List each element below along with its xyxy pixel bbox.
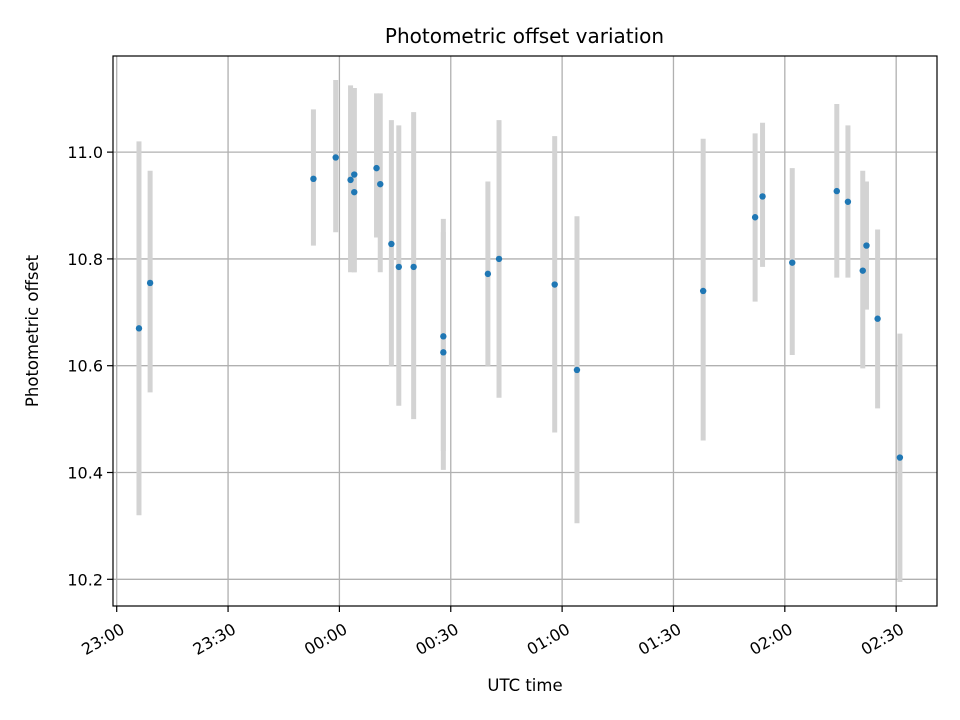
y-tick-label: 10.6: [67, 357, 103, 376]
y-tick-label: 10.2: [67, 570, 103, 589]
data-point: [844, 198, 852, 205]
data-point: [135, 325, 143, 332]
y-axis-label: Photometric offset: [23, 254, 42, 407]
y-axis-ticks: 10.2 10.4 10.6 10.8 11.0: [67, 143, 113, 589]
data-point: [347, 176, 354, 184]
data-point: [440, 349, 447, 356]
y-tick-label: 10.8: [67, 250, 103, 269]
y-tick-label: 10.4: [67, 464, 103, 483]
data-point: [699, 287, 707, 295]
data-point: [440, 333, 447, 340]
y-tick-label: 11.0: [67, 143, 103, 162]
data-point: [377, 180, 384, 188]
data-point: [863, 242, 870, 249]
data-points: [135, 154, 904, 461]
data-point: [551, 281, 558, 288]
data-point: [874, 315, 881, 322]
data-point: [373, 164, 380, 172]
data-point: [789, 259, 796, 266]
plot-frame: [112, 55, 938, 607]
data-point: [388, 240, 395, 248]
data-point: [896, 454, 904, 461]
data-point: [759, 193, 766, 200]
data-point: [484, 270, 492, 278]
data-point: [146, 279, 154, 287]
data-point: [351, 171, 358, 178]
grid: [113, 56, 937, 606]
data-point: [395, 263, 403, 271]
data-point: [495, 255, 503, 263]
data-point: [410, 263, 417, 271]
data-point: [351, 188, 358, 196]
data-point: [833, 187, 840, 195]
data-point: [310, 175, 317, 183]
data-point: [751, 214, 759, 221]
data-point: [859, 267, 866, 274]
data-point: [332, 154, 339, 161]
chart-title: Photometric offset variation: [385, 24, 664, 48]
data-point: [573, 366, 581, 374]
x-axis-label: UTC time: [487, 676, 562, 695]
